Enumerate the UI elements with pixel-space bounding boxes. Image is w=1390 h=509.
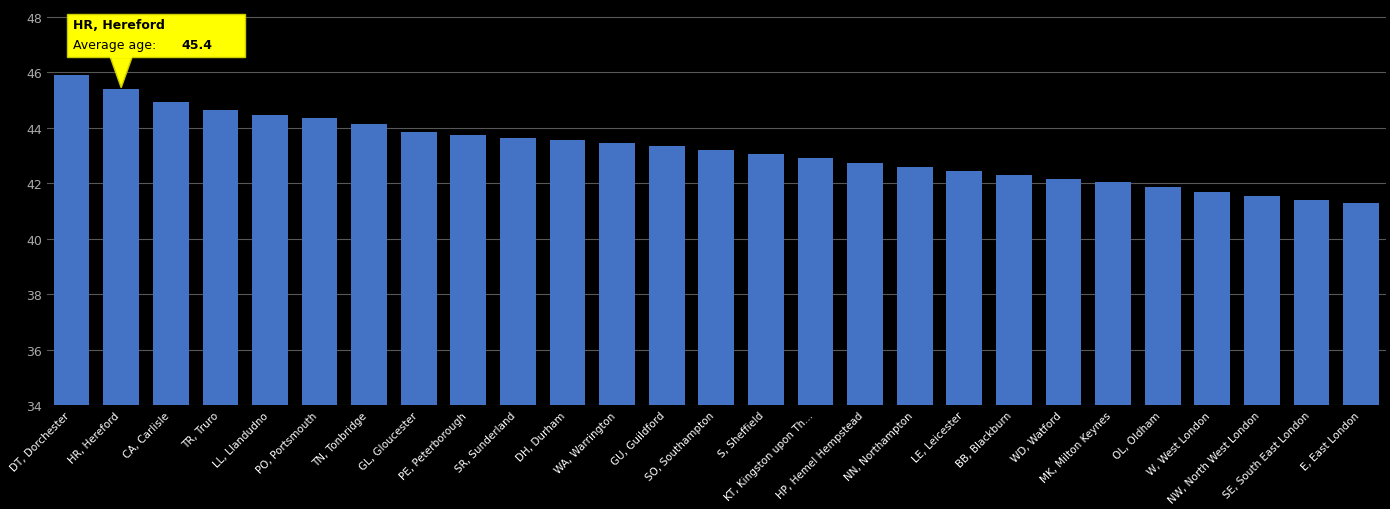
Polygon shape [110,58,132,89]
Bar [203,110,238,405]
Bar [1244,196,1280,405]
Bar [748,155,784,405]
Text: 45.4: 45.4 [181,39,213,51]
Bar [1194,192,1230,405]
Bar [1294,201,1329,405]
Bar [1343,203,1379,405]
Bar [1145,188,1180,405]
Bar [54,76,89,405]
Bar [153,102,189,405]
Bar [599,144,635,405]
Bar [947,172,983,405]
Bar [897,167,933,405]
Bar [1045,180,1081,405]
Bar [302,119,338,405]
Bar [110,56,132,59]
Bar [549,141,585,405]
Bar [103,90,139,405]
Bar [649,147,684,405]
Text: HR, Hereford: HR, Hereford [72,18,164,32]
Bar [500,138,535,405]
Bar [450,135,486,405]
Bar [1095,183,1131,405]
FancyBboxPatch shape [67,15,245,58]
Bar [352,125,386,405]
Bar [848,163,883,405]
Bar [698,151,734,405]
Bar [252,116,288,405]
Bar [997,176,1031,405]
Text: Average age:: Average age: [72,39,160,51]
Bar [400,133,436,405]
Bar [798,159,834,405]
